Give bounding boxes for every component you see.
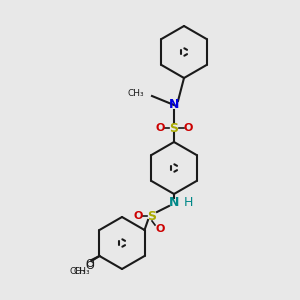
Text: O: O: [133, 211, 143, 221]
Text: H: H: [184, 196, 194, 208]
Text: O: O: [155, 123, 165, 133]
Text: O: O: [155, 224, 165, 234]
Text: S: S: [169, 122, 178, 134]
Text: S: S: [148, 209, 157, 223]
Text: O: O: [183, 123, 193, 133]
Text: N: N: [169, 98, 179, 112]
Text: CH₃: CH₃: [69, 268, 86, 277]
Text: CH₃: CH₃: [128, 89, 144, 98]
Text: O: O: [85, 261, 94, 271]
Text: O: O: [85, 259, 94, 269]
Text: N: N: [169, 196, 179, 208]
Text: CH₃: CH₃: [73, 268, 90, 277]
